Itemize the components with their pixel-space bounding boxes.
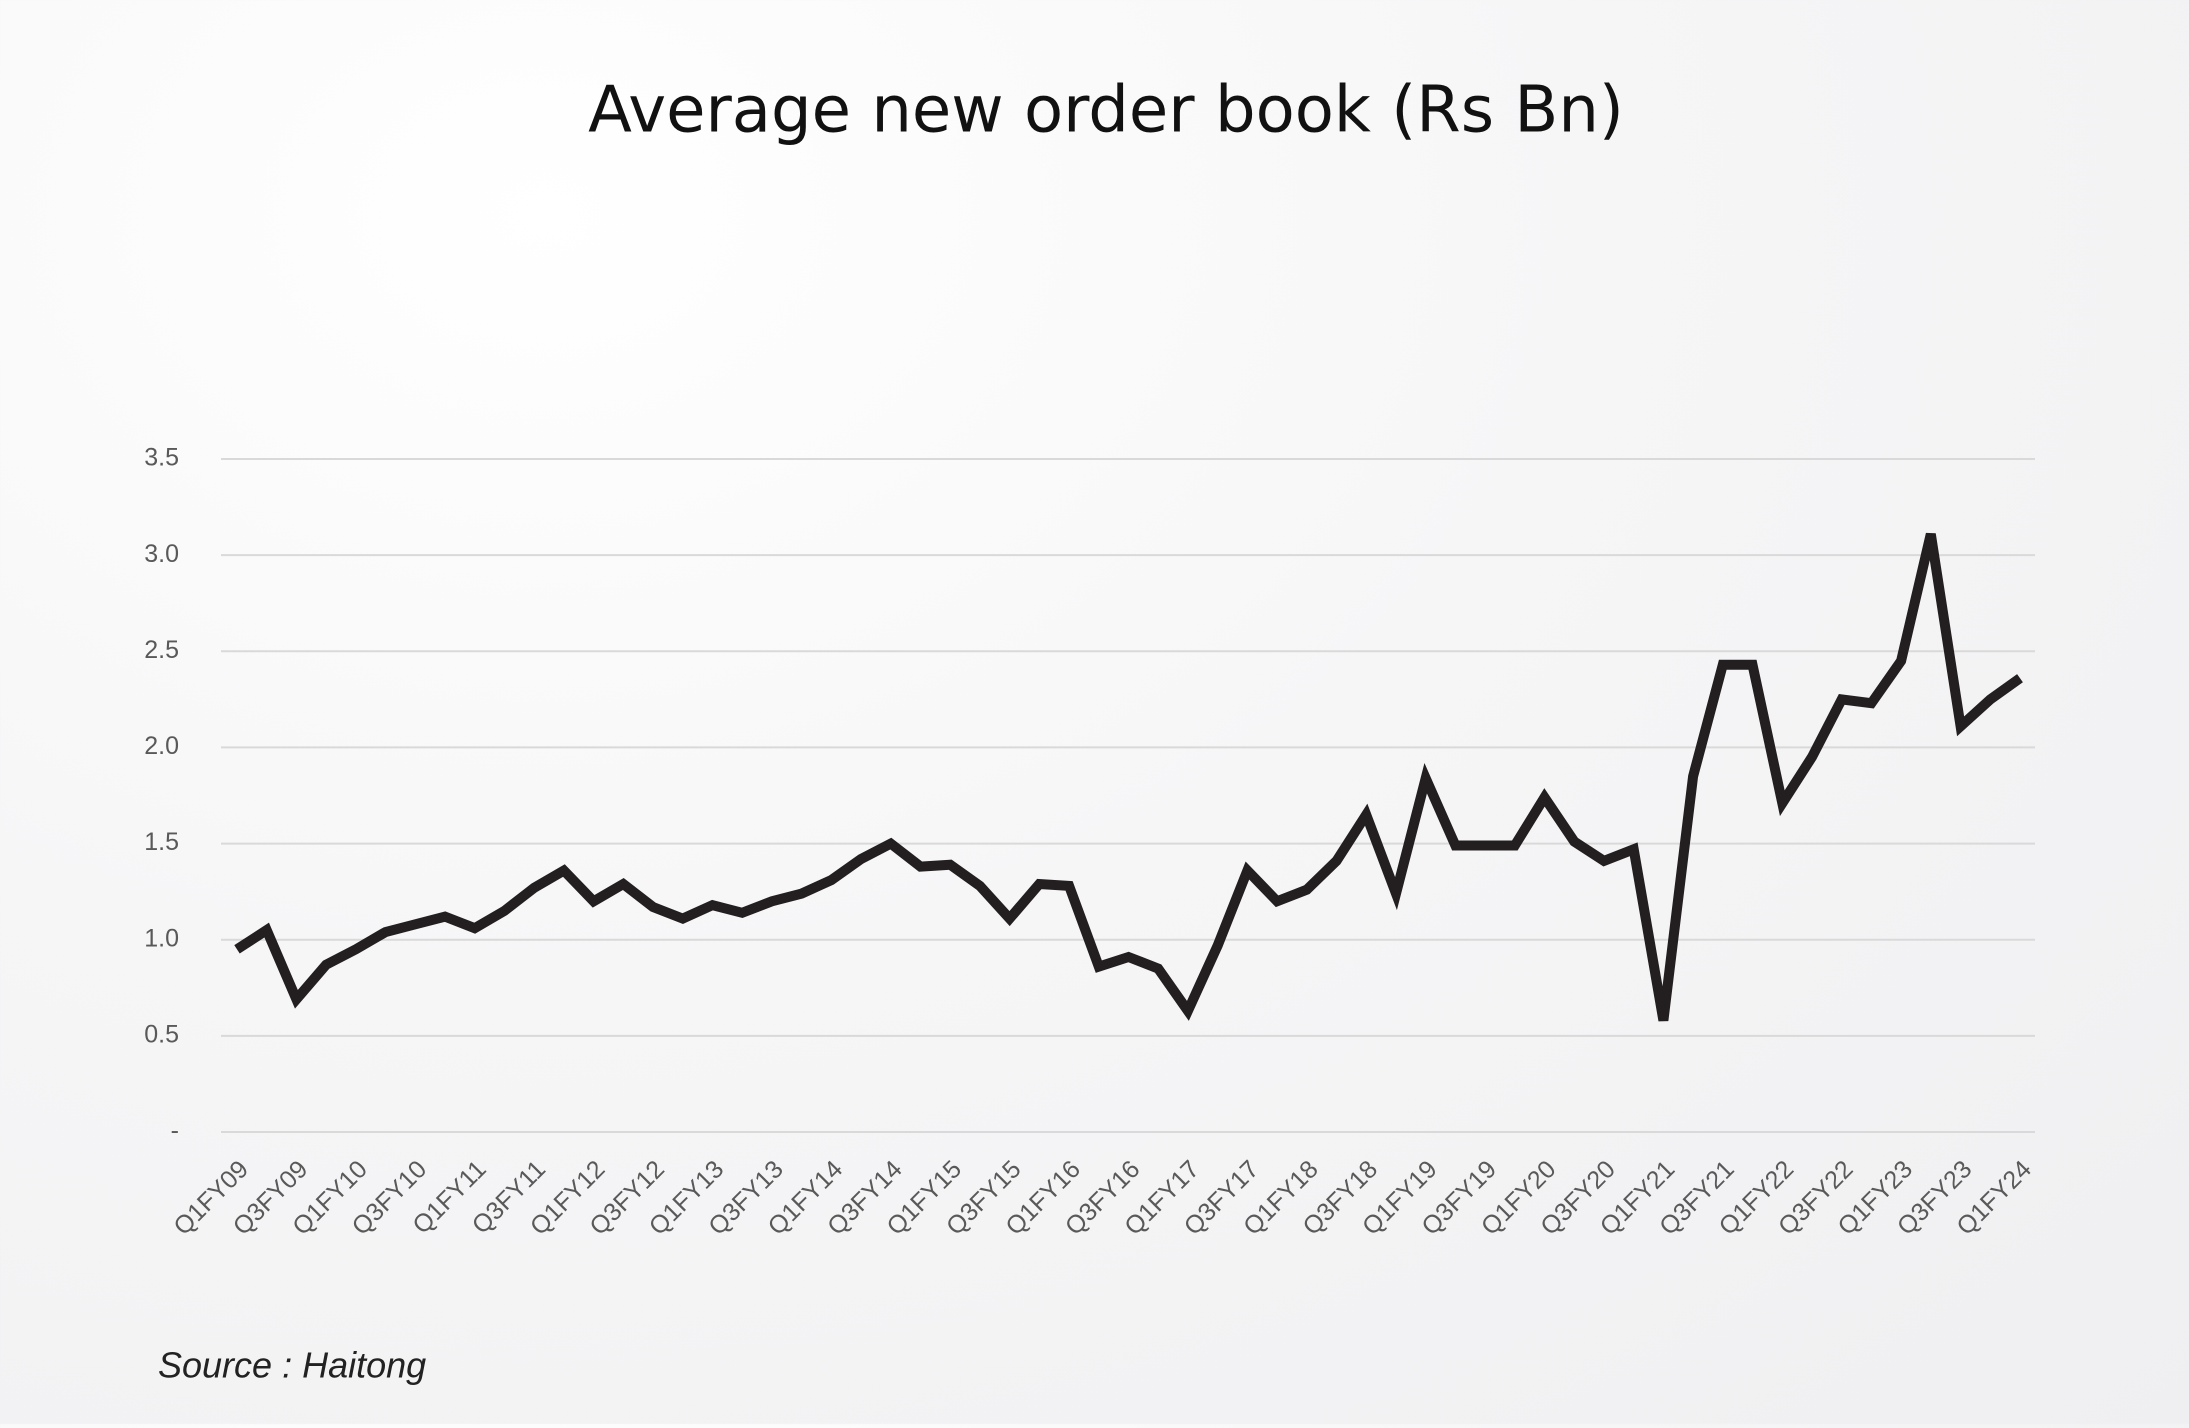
y-tick-label: 0.5: [144, 1020, 179, 1048]
y-tick-label: 3.5: [144, 444, 179, 472]
chart-title: Average new order book (Rs Bn): [588, 74, 1624, 148]
source-note: Source : Haitong: [158, 1345, 426, 1386]
y-tick-label: 2.5: [144, 636, 179, 664]
y-tick-label: 2.0: [144, 732, 179, 760]
series-line: [234, 532, 2023, 1022]
y-tick-label: -: [171, 1117, 179, 1145]
y-tick-label: 1.5: [144, 828, 179, 856]
y-tick-label: 1.0: [144, 924, 179, 952]
y-tick-label: 3.0: [144, 540, 179, 568]
